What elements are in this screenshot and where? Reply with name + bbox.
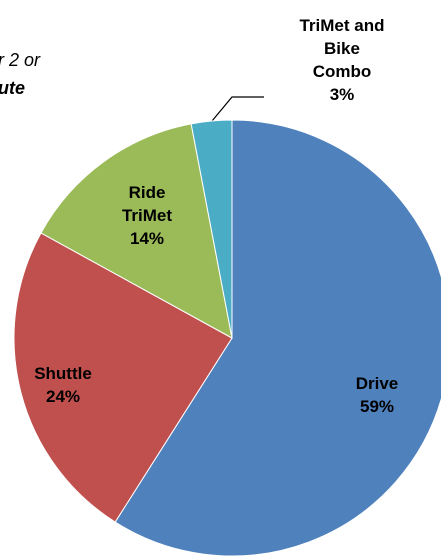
pie-slice xyxy=(40,123,233,339)
slice-label-box: Drive 59% xyxy=(332,335,422,455)
annotation: ute xyxy=(0,78,25,98)
annotation: r 2 or xyxy=(0,50,41,70)
leader-line xyxy=(211,96,264,122)
value-label: 24% xyxy=(45,387,81,406)
slice-label-box: Shuttle 24% xyxy=(18,325,108,445)
pie-slice xyxy=(13,232,233,523)
slice-label: TriMet and Bike Combo 3% xyxy=(297,0,387,120)
value-label: 3% xyxy=(329,85,355,104)
value-label: 59% xyxy=(359,397,395,416)
category-label: Shuttle xyxy=(34,364,92,383)
value-label: 14% xyxy=(129,228,165,248)
category-label: TriMet and Bike Combo xyxy=(299,16,385,81)
slice-label: Shuttle 24% xyxy=(18,325,108,445)
category-label: Drive xyxy=(355,374,399,393)
pie-slice xyxy=(190,119,233,339)
pie-slice xyxy=(114,119,441,557)
slice-label-box: TriMet and Bike Combo 3% xyxy=(297,0,387,120)
category-label: Ride TriMet xyxy=(121,182,173,225)
slice-label: Drive 59% xyxy=(332,335,422,455)
slice-label: Ride TriMet 14% xyxy=(102,155,192,275)
slice-label-box: Ride TriMet 14% xyxy=(102,155,192,275)
